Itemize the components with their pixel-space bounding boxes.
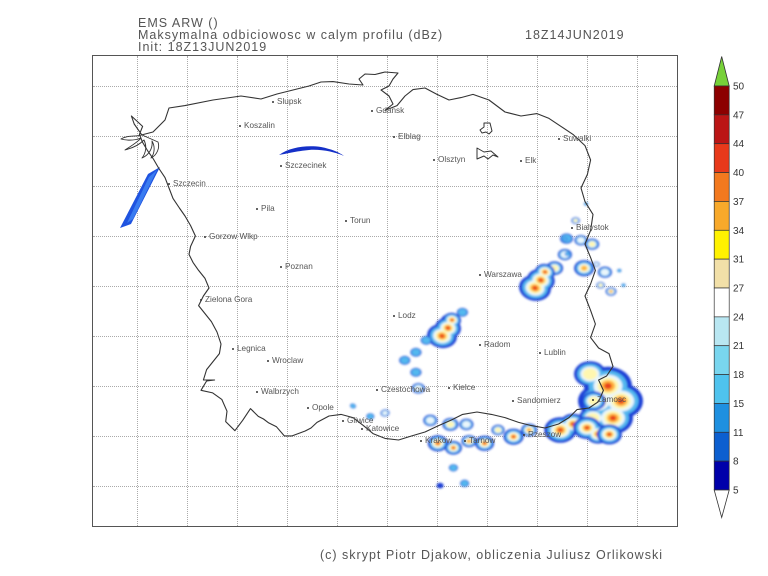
svg-text:44: 44 [733,139,745,150]
svg-text:40: 40 [733,168,745,179]
svg-text:37: 37 [733,197,745,208]
svg-text:18: 18 [733,370,745,381]
svg-text:11: 11 [733,428,744,439]
svg-text:47: 47 [733,110,745,121]
svg-text:27: 27 [733,284,745,295]
svg-text:15: 15 [733,399,745,410]
svg-text:31: 31 [733,255,745,266]
svg-text:8: 8 [733,457,739,468]
svg-text:21: 21 [733,341,745,352]
svg-text:5: 5 [733,486,739,497]
svg-text:50: 50 [733,82,745,93]
svg-text:24: 24 [733,312,745,323]
svg-text:34: 34 [733,226,745,237]
